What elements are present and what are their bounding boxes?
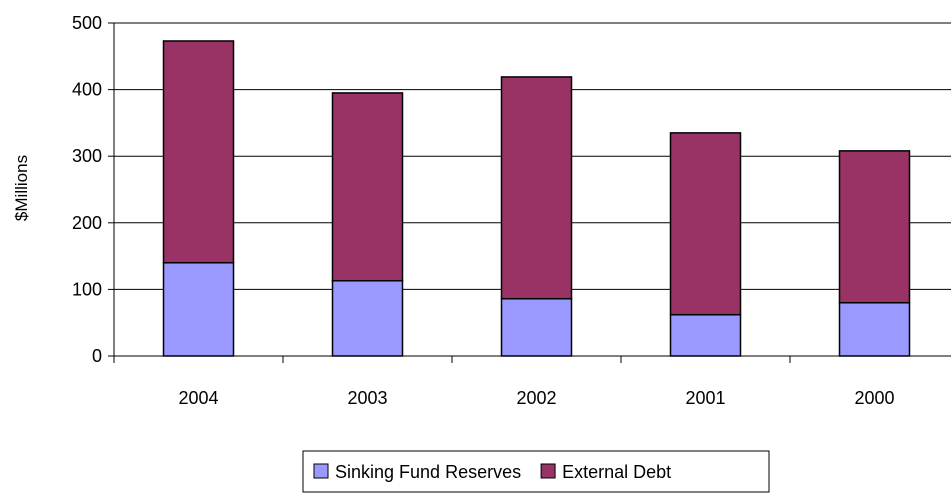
legend-swatch (540, 463, 556, 479)
y-tick-label: 100 (72, 279, 102, 299)
legend: Sinking Fund Reserves External Debt (302, 450, 770, 493)
bar-external-debt-2001 (669, 132, 742, 316)
bar-sinking-fund-reserves-2001 (669, 313, 742, 357)
x-tick-label: 2000 (854, 388, 894, 408)
bar-sinking-fund-reserves-2003 (331, 279, 404, 357)
y-axis-label: $Millions (12, 155, 31, 221)
y-tick-label: 500 (72, 13, 102, 33)
y-tick-label: 400 (72, 80, 102, 100)
x-tick-labels: 2004 2003 2002 2001 2000 (178, 388, 894, 408)
bar-sinking-fund-reserves-2000 (838, 301, 911, 357)
bar-sinking-fund-reserves-2004 (162, 262, 235, 357)
bars (162, 40, 911, 357)
axes (108, 22, 951, 363)
bar-sinking-fund-reserves-2002 (500, 297, 573, 357)
y-tick-labels: 0 100 200 300 400 500 (72, 13, 102, 366)
x-tick-label: 2003 (347, 388, 387, 408)
bar-external-debt-2004 (162, 40, 235, 264)
bar-external-debt-2003 (331, 92, 404, 282)
y-tick-label: 0 (92, 346, 102, 366)
legend-box (302, 450, 770, 493)
y-tick-label: 300 (72, 146, 102, 166)
x-tick-label: 2001 (685, 388, 725, 408)
legend-swatch (313, 463, 329, 479)
legend-label: Sinking Fund Reserves (335, 462, 521, 482)
y-tick-label: 200 (72, 213, 102, 233)
bar-external-debt-2002 (500, 76, 573, 300)
legend-label: External Debt (562, 462, 671, 482)
bar-external-debt-2000 (838, 150, 911, 304)
x-tick-label: 2004 (178, 388, 218, 408)
x-tick-label: 2002 (516, 388, 556, 408)
